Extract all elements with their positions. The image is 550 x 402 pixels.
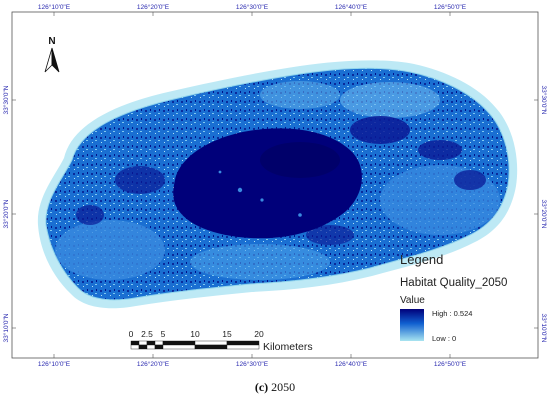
scale-tick-label: 2.5 <box>141 329 153 339</box>
bottom-coord-label: 126°30'0"E <box>236 360 269 368</box>
scale-tick-label: 15 <box>222 329 232 339</box>
map-frame: 126°10'0"E 126°20'0"E 126°30'0"E 126°40'… <box>2 3 548 368</box>
top-coord-label: 126°10'0"E <box>38 3 71 11</box>
legend-layer-name: Habitat Quality_2050 <box>400 277 507 289</box>
legend-color-ramp <box>400 309 424 341</box>
bottom-coord-label: 126°10'0"E <box>38 360 71 368</box>
scale-tick-label: 10 <box>190 329 200 339</box>
scale-tick-label: 20 <box>254 329 264 339</box>
scale-tick-label: 0 <box>129 329 134 339</box>
scale-unit-label: Kilometers <box>263 341 313 353</box>
legend-high-label: High : 0.524 <box>432 309 472 318</box>
top-coord-label: 126°30'0"E <box>236 3 269 11</box>
right-coord-label: 33°20'0"N <box>540 200 548 229</box>
scale-bar: 0 2.5 5 10 15 20 Kilometers <box>129 329 313 353</box>
legend-title: Legend <box>400 252 443 267</box>
north-arrow-letter: N <box>48 36 55 47</box>
caption-letter: (c) <box>254 380 269 394</box>
right-coord-label: 33°10'0"N <box>540 314 548 343</box>
north-arrow: N <box>44 36 60 73</box>
legend-value-label: Value <box>400 295 425 306</box>
scale-tick-label: 5 <box>161 329 166 339</box>
graticule-ticks <box>12 12 538 358</box>
bottom-coord-label: 126°20'0"E <box>137 360 170 368</box>
legend: Legend Habitat Quality_2050 Value High :… <box>400 252 507 343</box>
island-outline <box>45 67 510 301</box>
top-coord-label: 126°40'0"E <box>335 3 368 11</box>
left-coord-label: 33°30'0"N <box>2 85 10 114</box>
left-coord-label: 33°10'0"N <box>2 313 10 342</box>
bottom-coord-label: 126°50'0"E <box>434 360 467 368</box>
left-coord-label: 33°20'0"N <box>2 199 10 228</box>
bottom-coord-label: 126°40'0"E <box>335 360 368 368</box>
caption-text: 2050 <box>271 380 296 394</box>
right-coord-label: 33°30'0"N <box>540 86 548 115</box>
top-coord-label: 126°20'0"E <box>137 3 170 11</box>
figure-caption: (c) 2050 <box>0 380 550 395</box>
top-coord-label: 126°50'0"E <box>434 3 467 11</box>
legend-low-label: Low : 0 <box>432 334 456 343</box>
